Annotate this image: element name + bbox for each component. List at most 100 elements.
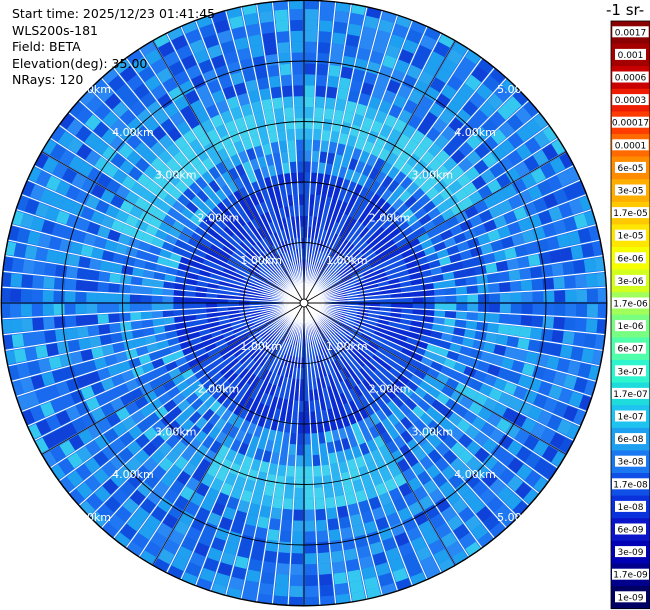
ray-gate [471, 416, 487, 431]
ray-gate [322, 118, 333, 131]
ray-gate [229, 387, 240, 400]
ray-gate [295, 477, 304, 489]
ray-gate [269, 259, 279, 270]
ray-gate [328, 273, 338, 283]
ray-gate [558, 388, 573, 404]
ray-separator [165, 302, 305, 574]
ray-gate [221, 171, 233, 184]
ray-gate [250, 45, 264, 58]
ray-gate [327, 338, 336, 349]
ray-gate [277, 242, 285, 254]
ray-gate [292, 334, 298, 346]
field-text: Field: BETA [12, 39, 81, 55]
ray-gate [267, 529, 280, 542]
ray-gate [260, 369, 270, 381]
ray-gate [404, 195, 417, 208]
ray-gate [244, 479, 256, 493]
ray-gate [433, 548, 450, 565]
ray-gate [524, 118, 542, 136]
ray-gate [87, 269, 100, 281]
ray-gate [326, 507, 338, 520]
ray-gate [583, 333, 597, 348]
ray-gate [504, 346, 517, 359]
ray-gate [240, 211, 251, 224]
ray-gate [416, 256, 429, 266]
colorbar-tick-bg [615, 320, 646, 332]
ray-gate [331, 43, 344, 56]
ray-gate [210, 268, 223, 276]
ray-gate [147, 100, 163, 117]
ray-gate [436, 347, 449, 358]
ray-gate [332, 561, 346, 574]
ray-gate [304, 466, 313, 478]
range-label: 3.00km [412, 169, 454, 182]
ray-gate [351, 327, 363, 336]
ray-separator [303, 255, 604, 304]
ray-gate [22, 259, 35, 274]
ray-gate [429, 488, 445, 504]
ray-gate [428, 539, 445, 555]
ray-gate [323, 174, 331, 186]
ray-gate [363, 391, 375, 404]
ray-gate [293, 85, 304, 97]
ray-gate [145, 412, 160, 426]
ray-gate [573, 213, 588, 229]
ray-gate [199, 23, 216, 39]
ray-gate [349, 468, 361, 482]
ray-gate [231, 26, 247, 40]
ray-gate [466, 150, 482, 166]
ray-gate [405, 139, 419, 153]
ray-gate [297, 335, 301, 347]
ray-gate [287, 344, 293, 356]
ray-gate [333, 285, 345, 292]
ray-gate [489, 111, 506, 128]
ray-gate [334, 287, 346, 293]
ray-gate [86, 221, 101, 235]
ray-gate [295, 466, 304, 478]
ray-gate [196, 84, 211, 99]
ray-gate [228, 167, 240, 181]
ray-gate [197, 133, 211, 148]
ray-gate [434, 303, 446, 310]
ray-gate [84, 132, 101, 149]
ray-gate [333, 262, 343, 273]
ray-gate [160, 179, 175, 193]
ray-separator [15, 302, 305, 398]
ray-gate [321, 229, 328, 241]
ray-gate [376, 276, 389, 283]
ray-gate [201, 473, 215, 487]
ray-gate [540, 264, 553, 277]
ray-gate [184, 244, 198, 254]
ray-gate [162, 288, 174, 296]
ray-gate [553, 317, 565, 330]
ray-gate [369, 299, 381, 303]
ray-gate [338, 252, 348, 263]
ray-gate [507, 150, 523, 166]
ray-gate [443, 434, 458, 449]
ray-gate [337, 268, 348, 278]
ray-gate [279, 140, 288, 153]
ray-gate [285, 476, 295, 488]
ray-gate [273, 0, 288, 11]
ray-gate [411, 314, 424, 322]
ray-gate [295, 378, 300, 390]
ray-gate [340, 66, 353, 80]
ray-gate [200, 264, 213, 273]
ray-gate [363, 140, 375, 154]
ray-gate [291, 183, 298, 195]
ray-gate [255, 191, 265, 204]
ray-gate [329, 336, 339, 347]
colorbar-tick-bg [615, 546, 646, 558]
ray-gate [231, 361, 243, 373]
ray-gate [394, 421, 407, 435]
ray-gate [368, 255, 380, 265]
ray-gate [549, 343, 562, 357]
ray-gate [100, 215, 115, 229]
ray-gate [284, 332, 291, 343]
ray-gate [151, 237, 165, 248]
ray-gate [335, 494, 347, 508]
ray-gate [253, 351, 263, 363]
ray-gate [263, 332, 274, 342]
ray-gate [517, 337, 530, 350]
ray-gate [418, 263, 431, 272]
